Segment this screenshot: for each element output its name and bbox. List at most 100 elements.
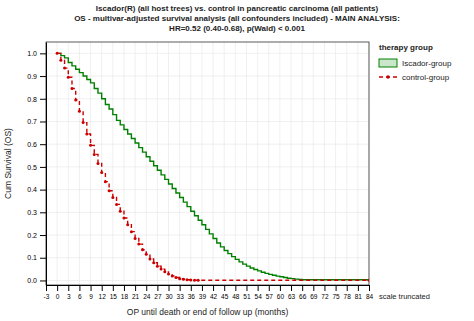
series-marker bbox=[78, 110, 81, 113]
x-tick-mark bbox=[369, 285, 370, 291]
x-tick-label: 12 bbox=[99, 293, 107, 300]
x-tick-label: 33 bbox=[177, 293, 185, 300]
y-tick-mark bbox=[40, 76, 46, 77]
x-tick-mark bbox=[358, 285, 359, 291]
x-tick-mark bbox=[313, 285, 314, 291]
y-tick-label: 0.0 bbox=[27, 277, 37, 284]
x-tick-label: 6 bbox=[78, 293, 82, 300]
y-tick: 0.7 bbox=[27, 118, 46, 125]
legend-label: Iscador-group bbox=[402, 59, 452, 68]
grid-line-x bbox=[324, 42, 325, 285]
x-tick-mark bbox=[79, 285, 80, 291]
y-tick-label: 0.3 bbox=[27, 209, 37, 216]
series-marker bbox=[148, 257, 151, 260]
grid-line-x bbox=[157, 42, 158, 285]
x-tick-mark bbox=[224, 285, 225, 291]
x-tick-mark bbox=[291, 285, 292, 291]
series-marker bbox=[167, 273, 170, 276]
x-tick: 66 bbox=[299, 285, 307, 300]
x-tick-mark bbox=[191, 285, 192, 291]
grid-line-y bbox=[46, 166, 369, 167]
x-tick-label: 75 bbox=[332, 293, 340, 300]
x-tick: 33 bbox=[177, 285, 185, 300]
series-marker bbox=[163, 270, 166, 273]
x-tick-label: 21 bbox=[132, 293, 140, 300]
x-tick-mark bbox=[324, 285, 325, 291]
series-marker bbox=[130, 230, 133, 233]
series-marker bbox=[368, 279, 370, 282]
grid-line-y bbox=[46, 257, 369, 258]
series-marker bbox=[141, 248, 144, 251]
y-axis: 0.00.10.20.30.40.50.60.70.80.91.0 bbox=[27, 43, 46, 286]
grid-line-x bbox=[302, 42, 303, 285]
x-tick-label: 84 bbox=[366, 293, 374, 300]
x-tick-label: 54 bbox=[255, 293, 263, 300]
x-tick: 27 bbox=[154, 285, 162, 300]
x-tick-mark bbox=[113, 285, 114, 291]
x-tick: 42 bbox=[210, 285, 218, 300]
legend-label: control-group bbox=[402, 73, 450, 82]
grid-line-x bbox=[335, 42, 336, 285]
series-marker bbox=[111, 196, 114, 199]
grid-line-y bbox=[46, 98, 369, 99]
y-tick-label: 1.0 bbox=[27, 50, 37, 57]
grid-line-x bbox=[90, 42, 91, 285]
x-tick: 63 bbox=[288, 285, 296, 300]
grid-line-x bbox=[268, 42, 269, 285]
series-marker bbox=[115, 203, 118, 206]
x-tick: 39 bbox=[199, 285, 207, 300]
y-tick: 0.1 bbox=[27, 254, 46, 261]
series-marker bbox=[171, 274, 174, 277]
title-line: Iscador(R) (all host trees) vs. control … bbox=[96, 4, 379, 13]
x-tick-mark bbox=[169, 285, 170, 291]
x-tick: -3 bbox=[44, 285, 50, 300]
x-tick: 6 bbox=[78, 285, 82, 300]
y-axis-title: Cum Survival (OS) bbox=[3, 128, 13, 199]
x-tick-label: 66 bbox=[299, 293, 307, 300]
legend-title: therapy group bbox=[379, 43, 433, 52]
x-tick: 72 bbox=[321, 285, 329, 300]
series-marker bbox=[197, 279, 200, 282]
series-marker bbox=[182, 278, 185, 281]
x-tick-mark bbox=[46, 285, 47, 291]
series-marker bbox=[100, 171, 103, 174]
x-tick-mark bbox=[336, 285, 337, 291]
y-tick: 0.8 bbox=[27, 96, 46, 103]
series-marker bbox=[96, 162, 99, 165]
x-tick: 0 bbox=[56, 285, 60, 300]
x-tick: 9 bbox=[89, 285, 93, 300]
series-line bbox=[57, 53, 369, 280]
grid-line-y bbox=[46, 76, 369, 77]
x-tick-label: 36 bbox=[188, 293, 196, 300]
x-tick: 48 bbox=[232, 285, 240, 300]
x-tick: 60 bbox=[277, 285, 285, 300]
x-tick: 57 bbox=[266, 285, 274, 300]
x-tick-mark bbox=[280, 285, 281, 291]
title: Iscador(R) (all host trees) vs. control … bbox=[74, 4, 400, 33]
grid-line-x bbox=[246, 42, 247, 285]
y-tick: 0.9 bbox=[27, 73, 46, 80]
series-marker bbox=[93, 153, 96, 156]
x-tick: 36 bbox=[188, 285, 196, 300]
grid-line-x bbox=[168, 42, 169, 285]
x-tick-label: 78 bbox=[344, 293, 352, 300]
y-tick-mark bbox=[40, 53, 46, 54]
x-tick-mark bbox=[68, 285, 69, 291]
series-marker bbox=[122, 217, 125, 220]
plot-frame bbox=[46, 42, 369, 285]
grid-line-y bbox=[46, 189, 369, 190]
series-marker bbox=[70, 87, 73, 90]
x-tick: 45 bbox=[221, 285, 229, 300]
y-tick-mark bbox=[40, 190, 46, 191]
series-marker bbox=[156, 265, 159, 268]
grid-line-x bbox=[201, 42, 202, 285]
y-tick-label: 0.1 bbox=[27, 254, 37, 261]
series-marker bbox=[160, 268, 163, 271]
grid-line-x bbox=[213, 42, 214, 285]
x-tick-mark bbox=[180, 285, 181, 291]
x-axis-title: OP until death or end of follow up (mont… bbox=[127, 307, 289, 317]
grid-line-x bbox=[291, 42, 292, 285]
x-tick: 69 bbox=[310, 285, 318, 300]
grid-line-x bbox=[235, 42, 236, 285]
series-marker bbox=[189, 279, 192, 282]
